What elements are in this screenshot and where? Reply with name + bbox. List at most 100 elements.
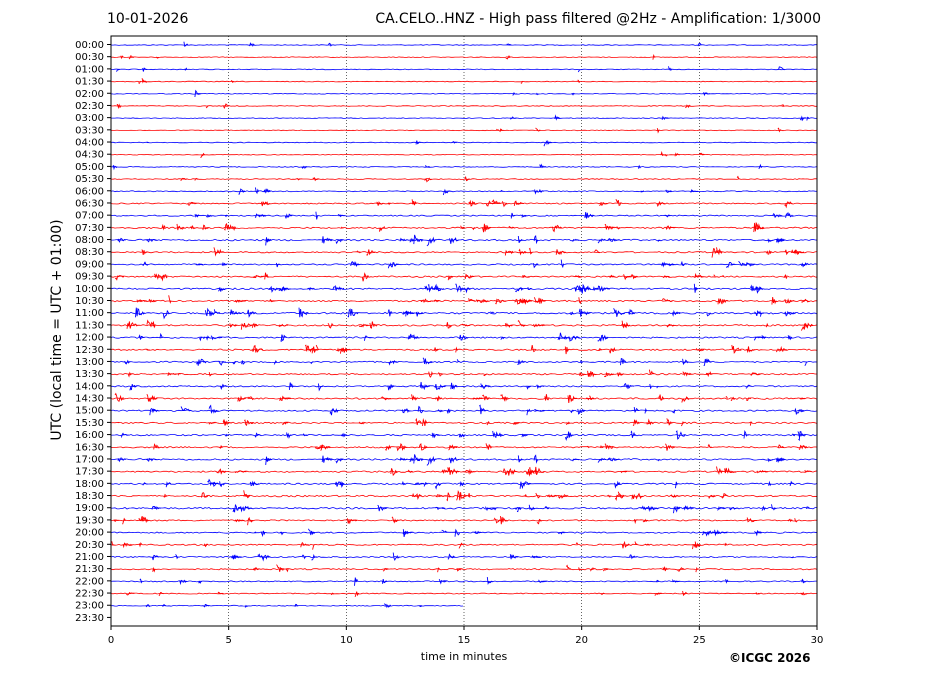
trace-burst <box>234 470 247 474</box>
trace-burst <box>141 249 148 255</box>
trace-line <box>110 470 818 473</box>
trace-burst <box>534 408 545 412</box>
trace-burst <box>327 322 334 329</box>
trace-burst <box>422 357 433 365</box>
trace-burst <box>526 385 532 390</box>
trace-burst <box>662 298 673 302</box>
trace-burst <box>138 517 144 522</box>
trace-burst <box>545 139 552 146</box>
trace-burst <box>597 457 607 463</box>
trace-burst <box>801 578 806 584</box>
trace-burst <box>232 554 242 560</box>
trace-burst <box>208 404 219 414</box>
trace-burst <box>417 405 424 414</box>
trace-burst <box>656 200 666 208</box>
trace-burst <box>536 384 545 390</box>
trace-burst <box>682 371 692 377</box>
trace-burst <box>112 164 118 171</box>
trace-burst <box>609 274 616 279</box>
trace-burst <box>646 418 654 426</box>
x-tick-label: 15 <box>458 635 471 646</box>
y-tick-label: 05:00 <box>75 162 104 173</box>
trace-burst <box>244 604 248 608</box>
trace-burst <box>275 262 280 268</box>
trace-burst <box>613 308 626 317</box>
trace-burst <box>468 199 478 207</box>
trace-burst <box>160 274 168 282</box>
trace-burst <box>761 505 766 511</box>
trace-burst <box>234 519 245 523</box>
trace-burst <box>633 519 637 525</box>
trace-burst <box>377 504 388 512</box>
trace-burst <box>578 308 591 317</box>
trace-burst <box>569 311 575 316</box>
y-tick-label: 01:30 <box>75 77 104 88</box>
trace-burst <box>724 542 727 547</box>
trace-burst <box>671 309 681 317</box>
trace-burst <box>721 493 729 499</box>
plot-frame <box>110 35 818 627</box>
trace-burst <box>661 115 669 121</box>
y-tick-label: 21:30 <box>75 564 104 575</box>
trace-burst <box>787 335 793 341</box>
trace-burst <box>223 103 230 109</box>
trace-burst <box>485 200 495 207</box>
trace-burst <box>528 504 536 511</box>
trace-burst <box>151 408 160 413</box>
trace-burst <box>194 89 201 98</box>
trace-burst <box>525 469 538 475</box>
trace-burst <box>784 249 789 256</box>
trace-burst <box>218 360 227 366</box>
trace-burst <box>230 554 236 559</box>
trace-burst <box>422 418 428 426</box>
trace-burst <box>783 274 788 280</box>
trace-burst <box>321 236 333 244</box>
trace-burst <box>152 320 156 329</box>
trace-burst <box>129 384 138 391</box>
trace-burst <box>176 223 185 231</box>
trace-burst <box>202 224 209 231</box>
trace-burst <box>385 444 392 451</box>
trace-burst <box>454 528 461 537</box>
trace-burst <box>681 396 690 403</box>
trace-burst <box>785 211 794 218</box>
y-tick-label: 11:00 <box>75 308 104 319</box>
trace-burst <box>510 116 517 120</box>
trace-burst <box>694 272 704 278</box>
trace-burst <box>538 579 547 583</box>
trace-burst <box>495 298 507 305</box>
trace-burst <box>587 445 590 449</box>
trace-burst <box>251 344 264 353</box>
trace-burst <box>777 444 784 448</box>
trace-burst <box>392 552 400 561</box>
trace-burst <box>442 188 451 196</box>
trace-burst <box>301 165 308 170</box>
trace-line <box>110 568 818 571</box>
y-tick-label: 04:00 <box>75 138 104 149</box>
trace-burst <box>363 335 372 341</box>
x-tick-label: 20 <box>575 635 588 646</box>
trace-burst <box>265 237 271 246</box>
trace-burst <box>158 591 164 597</box>
trace-burst <box>804 361 808 366</box>
trace-burst <box>232 361 236 365</box>
trace-burst <box>717 531 728 535</box>
trace-burst <box>410 394 419 401</box>
trace-burst <box>208 421 216 425</box>
trace-burst <box>330 592 335 596</box>
trace-burst <box>481 223 492 233</box>
trace-burst <box>621 320 631 329</box>
trace-burst <box>241 360 246 365</box>
trace-burst <box>662 275 670 279</box>
trace-burst <box>749 420 753 426</box>
trace-burst <box>706 312 711 317</box>
trace-burst <box>168 295 172 304</box>
trace-burst <box>252 567 259 572</box>
y-tick-label: 05:30 <box>75 174 104 185</box>
trace-burst <box>146 349 150 351</box>
trace-burst <box>340 347 352 353</box>
trace-burst <box>113 519 119 522</box>
trace-burst <box>220 383 227 391</box>
trace-line <box>110 275 818 278</box>
trace-burst <box>801 298 810 303</box>
